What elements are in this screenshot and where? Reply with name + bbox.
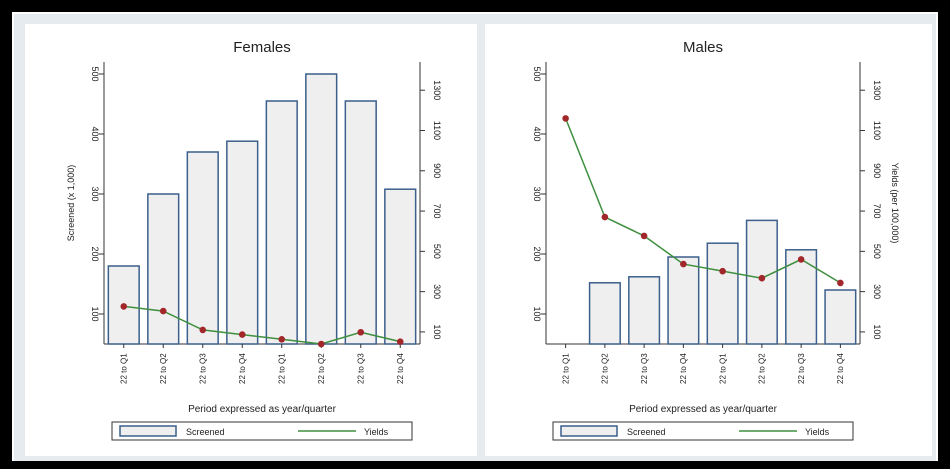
x-tick-label: 22 to Q1 <box>278 353 287 384</box>
y-tick-label: 400 <box>90 126 100 141</box>
x-axis-label: Period expressed as year/quarter <box>629 404 778 415</box>
y2-axis-label: Yields (per 100,000) <box>890 163 900 244</box>
bar <box>305 73 338 345</box>
chart-panel-females: Females 100 200 300 400 500 100 300 500 700 900 110… <box>25 24 477 456</box>
y-tick-label: 300 <box>90 186 100 201</box>
legend-swatch-screened <box>560 425 618 437</box>
legend-label-yields: Yields <box>805 427 830 437</box>
yields-marker <box>640 232 648 240</box>
y2-tick-label: 300 <box>872 284 882 299</box>
bar <box>147 193 180 345</box>
x-tick-label: 22 to Q1 <box>120 353 129 384</box>
x-tick-label: 22 to Q1 <box>561 353 570 384</box>
chart-title: Males <box>683 39 723 56</box>
y2-tick-label: 300 <box>432 284 442 299</box>
y-tick-label: 100 <box>532 306 542 321</box>
panel-background <box>485 24 932 456</box>
legend-label-screened: Screened <box>186 427 225 437</box>
x-tick-label: 22 to Q3 <box>199 353 208 384</box>
y2-tick-label: 700 <box>872 204 882 219</box>
yields-marker <box>317 340 325 348</box>
yields-marker <box>758 274 766 282</box>
y2-tick-label: 100 <box>432 324 442 339</box>
y-tick-label: 100 <box>90 306 100 321</box>
yields-line <box>123 305 401 345</box>
legend-swatch-screened <box>119 425 177 437</box>
y2-tick-label: 100 <box>872 324 882 339</box>
x-tick-label: 22 to Q4 <box>396 353 405 384</box>
yields-marker <box>837 279 844 287</box>
y2-tick-label: 1300 <box>872 80 882 100</box>
y-tick-label: 500 <box>90 66 100 81</box>
legend <box>552 421 854 441</box>
x-tick-label: 22 to Q4 <box>238 353 247 384</box>
legend-label-yields: Yields <box>364 427 389 437</box>
x-tick-label: 22 to Q1 <box>718 353 727 384</box>
bar <box>186 151 219 345</box>
y-tick-label: 400 <box>532 126 542 141</box>
yields-marker <box>396 338 404 345</box>
x-tick-label: 22 to Q3 <box>357 353 366 384</box>
bar <box>745 219 778 345</box>
x-tick-label: 22 to Q3 <box>640 353 649 384</box>
x-tick-label: 22 to Q2 <box>601 353 610 384</box>
y2-tick-label: 1300 <box>432 80 442 100</box>
yields-marker <box>680 260 687 268</box>
y2-tick-label: 700 <box>432 204 442 219</box>
x-tick-label: 22 to Q2 <box>159 353 168 384</box>
yields-marker <box>238 331 246 338</box>
yields-marker <box>120 303 128 310</box>
yields-marker <box>199 326 207 334</box>
y-tick-label: 500 <box>532 66 542 81</box>
yields-marker <box>562 115 569 122</box>
bar <box>384 188 417 345</box>
yields-marker <box>601 213 609 221</box>
yields-marker <box>278 336 286 343</box>
yields-marker <box>159 307 167 315</box>
y2-tick-label: 900 <box>432 163 442 178</box>
bar <box>706 242 739 345</box>
bar <box>667 256 700 345</box>
x-axis-label: Period expressed as year/quarter <box>188 404 337 415</box>
yields-marker <box>357 328 365 336</box>
bar <box>588 282 621 345</box>
y-tick-label: 200 <box>532 246 542 261</box>
x-tick-label: 22 to Q2 <box>758 353 767 384</box>
x-tick-label: 22 to Q4 <box>836 353 845 384</box>
legend-label-screened: Screened <box>627 427 666 437</box>
bar <box>344 100 377 345</box>
y2-tick-label: 500 <box>872 244 882 259</box>
x-tick-label: 22 to Q2 <box>317 353 326 384</box>
y2-tick-label: 500 <box>432 244 442 259</box>
yields-marker <box>719 267 726 275</box>
bar <box>824 289 857 345</box>
y-tick-label: 200 <box>90 246 100 261</box>
yields-marker <box>797 256 805 263</box>
y-axis-label: Screened (x 1,000) <box>66 165 76 242</box>
bar <box>265 100 298 345</box>
yields-line <box>564 118 841 284</box>
x-tick-label: 22 to Q4 <box>679 353 688 384</box>
y2-tick-label: 1100 <box>872 121 882 140</box>
y-tick-label: 300 <box>532 186 542 201</box>
chart-panel-males: Males 100 200 300 400 500 100 300 500 700 900 1100 1… <box>485 24 932 456</box>
y2-tick-label: 1100 <box>432 121 442 140</box>
y2-tick-label: 900 <box>872 163 882 178</box>
chart-title: Females <box>233 39 291 56</box>
legend <box>111 421 413 441</box>
x-tick-label: 22 to Q3 <box>797 353 806 384</box>
bar <box>628 276 661 345</box>
bar <box>226 140 259 345</box>
